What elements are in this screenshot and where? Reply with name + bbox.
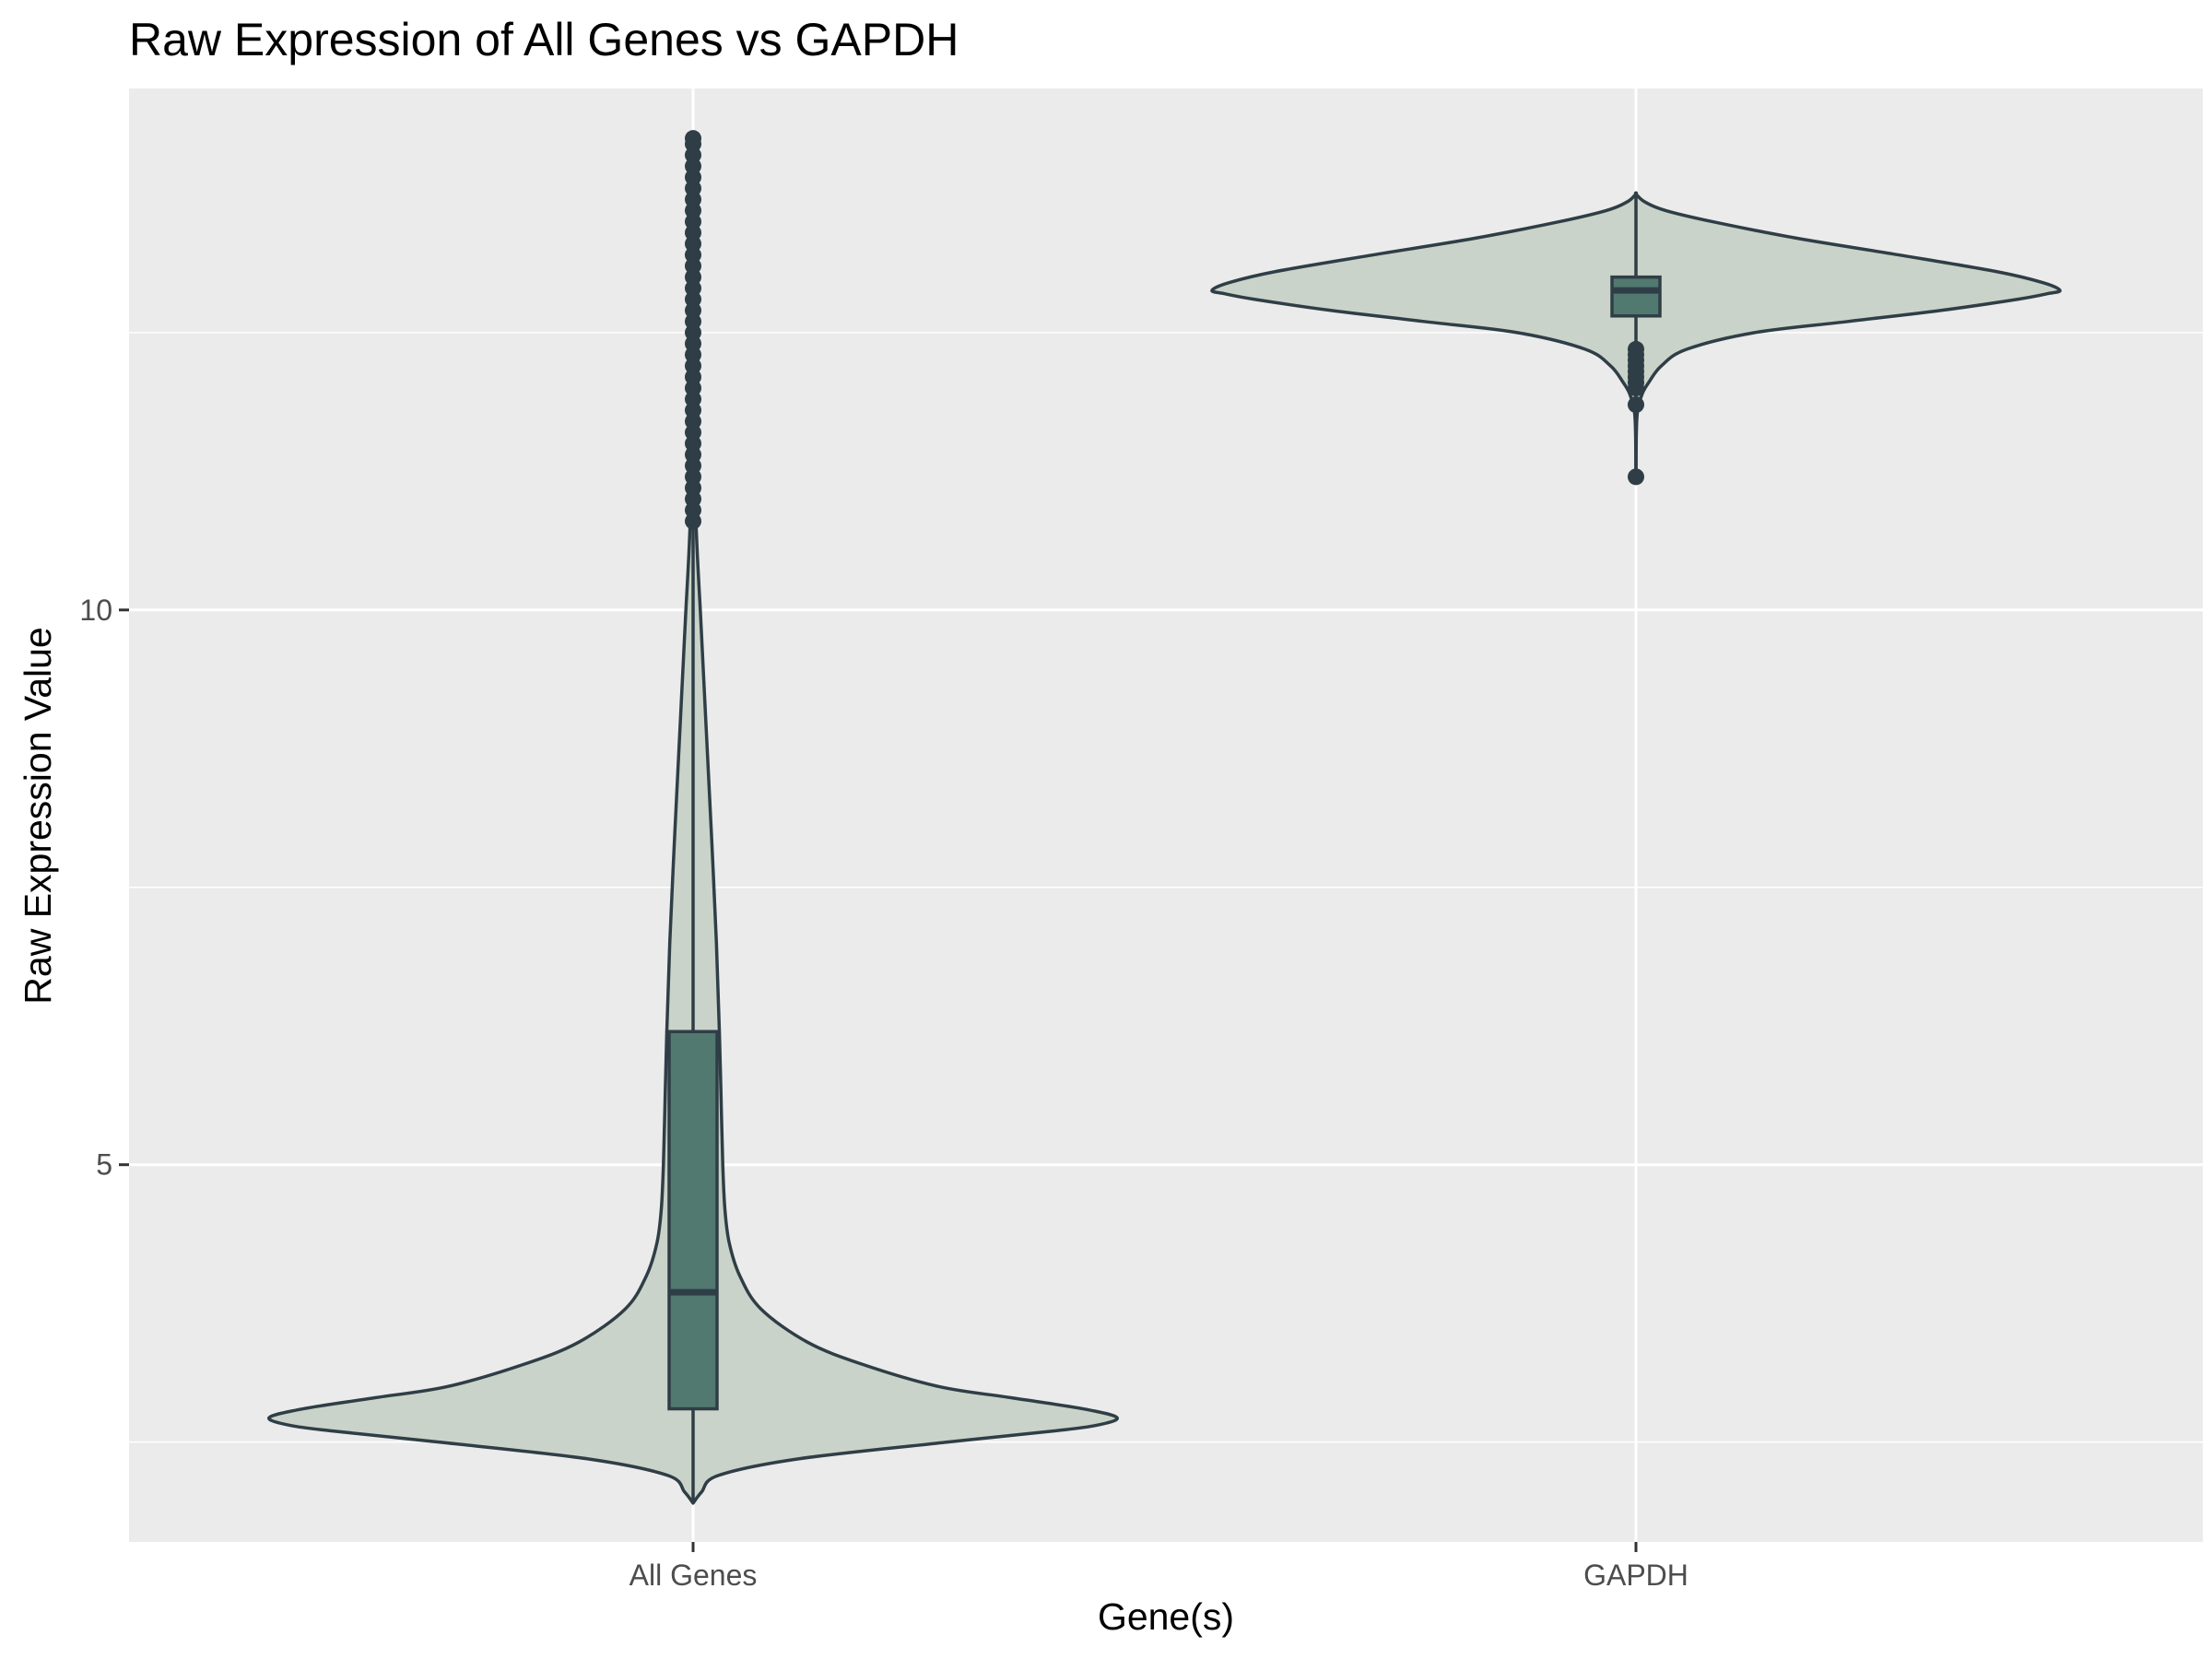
outlier-point [1628, 468, 1644, 486]
violins [267, 130, 2062, 1505]
chart-title: Raw Expression of All Genes vs GAPDH [129, 14, 959, 65]
violin-group-gapdh [1210, 191, 2062, 486]
box [667, 1030, 719, 1411]
y-axis-title: Raw Expression Value [17, 627, 59, 1004]
box [1610, 275, 1662, 318]
y-axis: 5 10 [79, 594, 129, 1182]
outlier-point [685, 130, 701, 147]
x-tick-label: All Genes [629, 1559, 758, 1592]
y-tick-label: 5 [96, 1148, 112, 1182]
outlier-point [1628, 396, 1644, 414]
x-axis: All Genes GAPDH [629, 1542, 1688, 1592]
x-tick-label: GAPDH [1583, 1559, 1688, 1592]
x-axis-title: Gene(s) [1098, 1595, 1234, 1638]
y-tick-label: 10 [79, 594, 112, 627]
plot-panel [129, 88, 2203, 1542]
outlier-point [1628, 340, 1644, 358]
violin-group-all-genes [267, 130, 1119, 1505]
